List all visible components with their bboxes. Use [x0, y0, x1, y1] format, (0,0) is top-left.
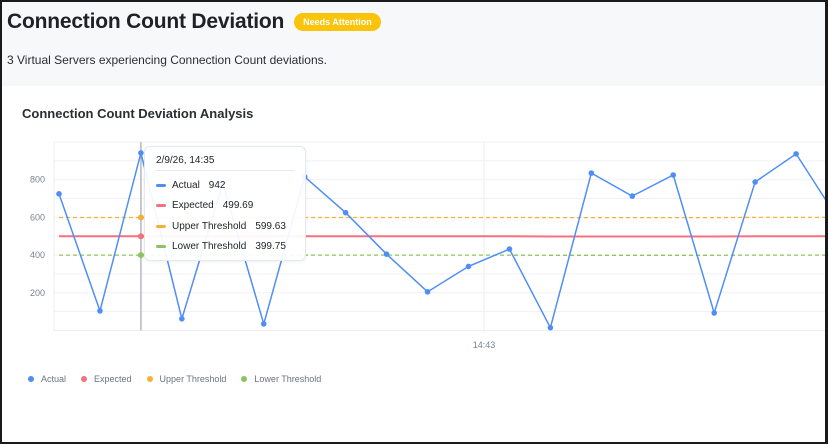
legend-item-expected[interactable]: Expected [81, 374, 132, 384]
tooltip-label: Lower Threshold [172, 241, 247, 252]
chart-tooltip: 2/9/26, 14:35 Actual 942 Expected 499.69… [144, 146, 306, 261]
tooltip-row-actual: Actual 942 [156, 180, 225, 191]
tooltip-label: Actual [172, 180, 200, 191]
chart-title: Connection Count Deviation Analysis [22, 106, 254, 121]
title-row: Connection Count Deviation Needs Attenti… [7, 10, 381, 34]
tooltip-label: Upper Threshold [172, 221, 247, 232]
legend-item-lower-threshold[interactable]: Lower Threshold [241, 374, 321, 384]
tooltip-row-lower: Lower Threshold 399.75 [156, 241, 286, 252]
page-header: Connection Count Deviation Needs Attenti… [2, 2, 825, 86]
chart-legend: Actual Expected Upper Threshold Lower Th… [28, 374, 336, 384]
lower-swatch-icon [156, 245, 166, 248]
tooltip-value: 599.63 [255, 221, 286, 232]
legend-item-actual[interactable]: Actual [28, 374, 66, 384]
tooltip-row-upper: Upper Threshold 599.63 [156, 221, 286, 232]
upper-dot-icon [146, 376, 153, 382]
actual-dot-icon [28, 376, 34, 382]
expected-swatch-icon [156, 204, 166, 207]
legend-label: Actual [41, 374, 67, 384]
svg-text:800: 800 [30, 175, 45, 185]
legend-label: Lower Threshold [254, 374, 322, 384]
actual-swatch-icon [156, 184, 166, 187]
page-subtitle: 3 Virtual Servers experiencing Connectio… [7, 53, 327, 67]
tooltip-value: 399.75 [255, 241, 286, 252]
tooltip-value: 499.69 [222, 200, 254, 211]
lower-dot-icon [241, 376, 248, 382]
legend-label: Expected [94, 374, 132, 384]
legend-label: Upper Threshold [159, 374, 227, 384]
legend-item-upper-threshold[interactable]: Upper Threshold [146, 374, 227, 384]
chart-card: Connection Count Deviation Analysis [8, 88, 825, 442]
tooltip-value: 942 [208, 180, 226, 191]
tooltip-row-expected: Expected 499.69 [156, 200, 253, 211]
tooltip-label: Expected [172, 200, 214, 211]
svg-text:14:43: 14:43 [473, 340, 496, 350]
svg-text:600: 600 [30, 212, 45, 222]
upper-swatch-icon [156, 225, 166, 228]
page-title: Connection Count Deviation [7, 10, 285, 33]
expected-dot-icon [81, 376, 88, 382]
svg-text:400: 400 [30, 250, 45, 260]
status-badge: Needs Attention [294, 13, 381, 31]
svg-text:200: 200 [30, 288, 45, 298]
tooltip-title: 2/9/26, 14:35 [156, 155, 294, 171]
